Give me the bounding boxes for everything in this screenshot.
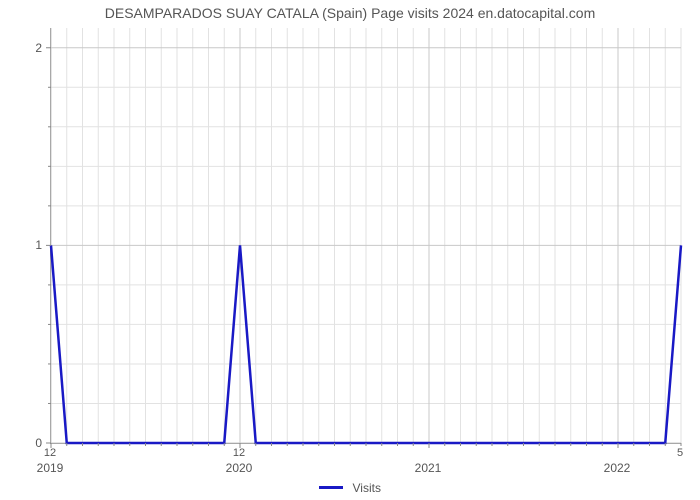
chart-svg xyxy=(51,28,681,443)
x-tick-year-label: 2022 xyxy=(604,461,631,475)
x-tick-month-label: 12 xyxy=(233,447,245,459)
legend-label: Visits xyxy=(353,481,381,495)
y-tick-label: 2 xyxy=(35,41,42,55)
chart-container: DESAMPARADOS SUAY CATALA (Spain) Page vi… xyxy=(0,0,700,500)
legend: Visits xyxy=(0,479,700,497)
y-tick-label: 0 xyxy=(35,436,42,450)
x-tick-month-label: 5 xyxy=(677,447,683,459)
x-tick-year-label: 2021 xyxy=(415,461,442,475)
plot-area xyxy=(50,28,681,444)
x-tick-year-label: 2019 xyxy=(37,461,64,475)
y-tick-label: 1 xyxy=(35,238,42,252)
chart-title: DESAMPARADOS SUAY CATALA (Spain) Page vi… xyxy=(0,5,700,21)
legend-swatch xyxy=(319,486,343,489)
x-tick-year-label: 2020 xyxy=(226,461,253,475)
x-tick-month-label: 12 xyxy=(44,447,56,459)
